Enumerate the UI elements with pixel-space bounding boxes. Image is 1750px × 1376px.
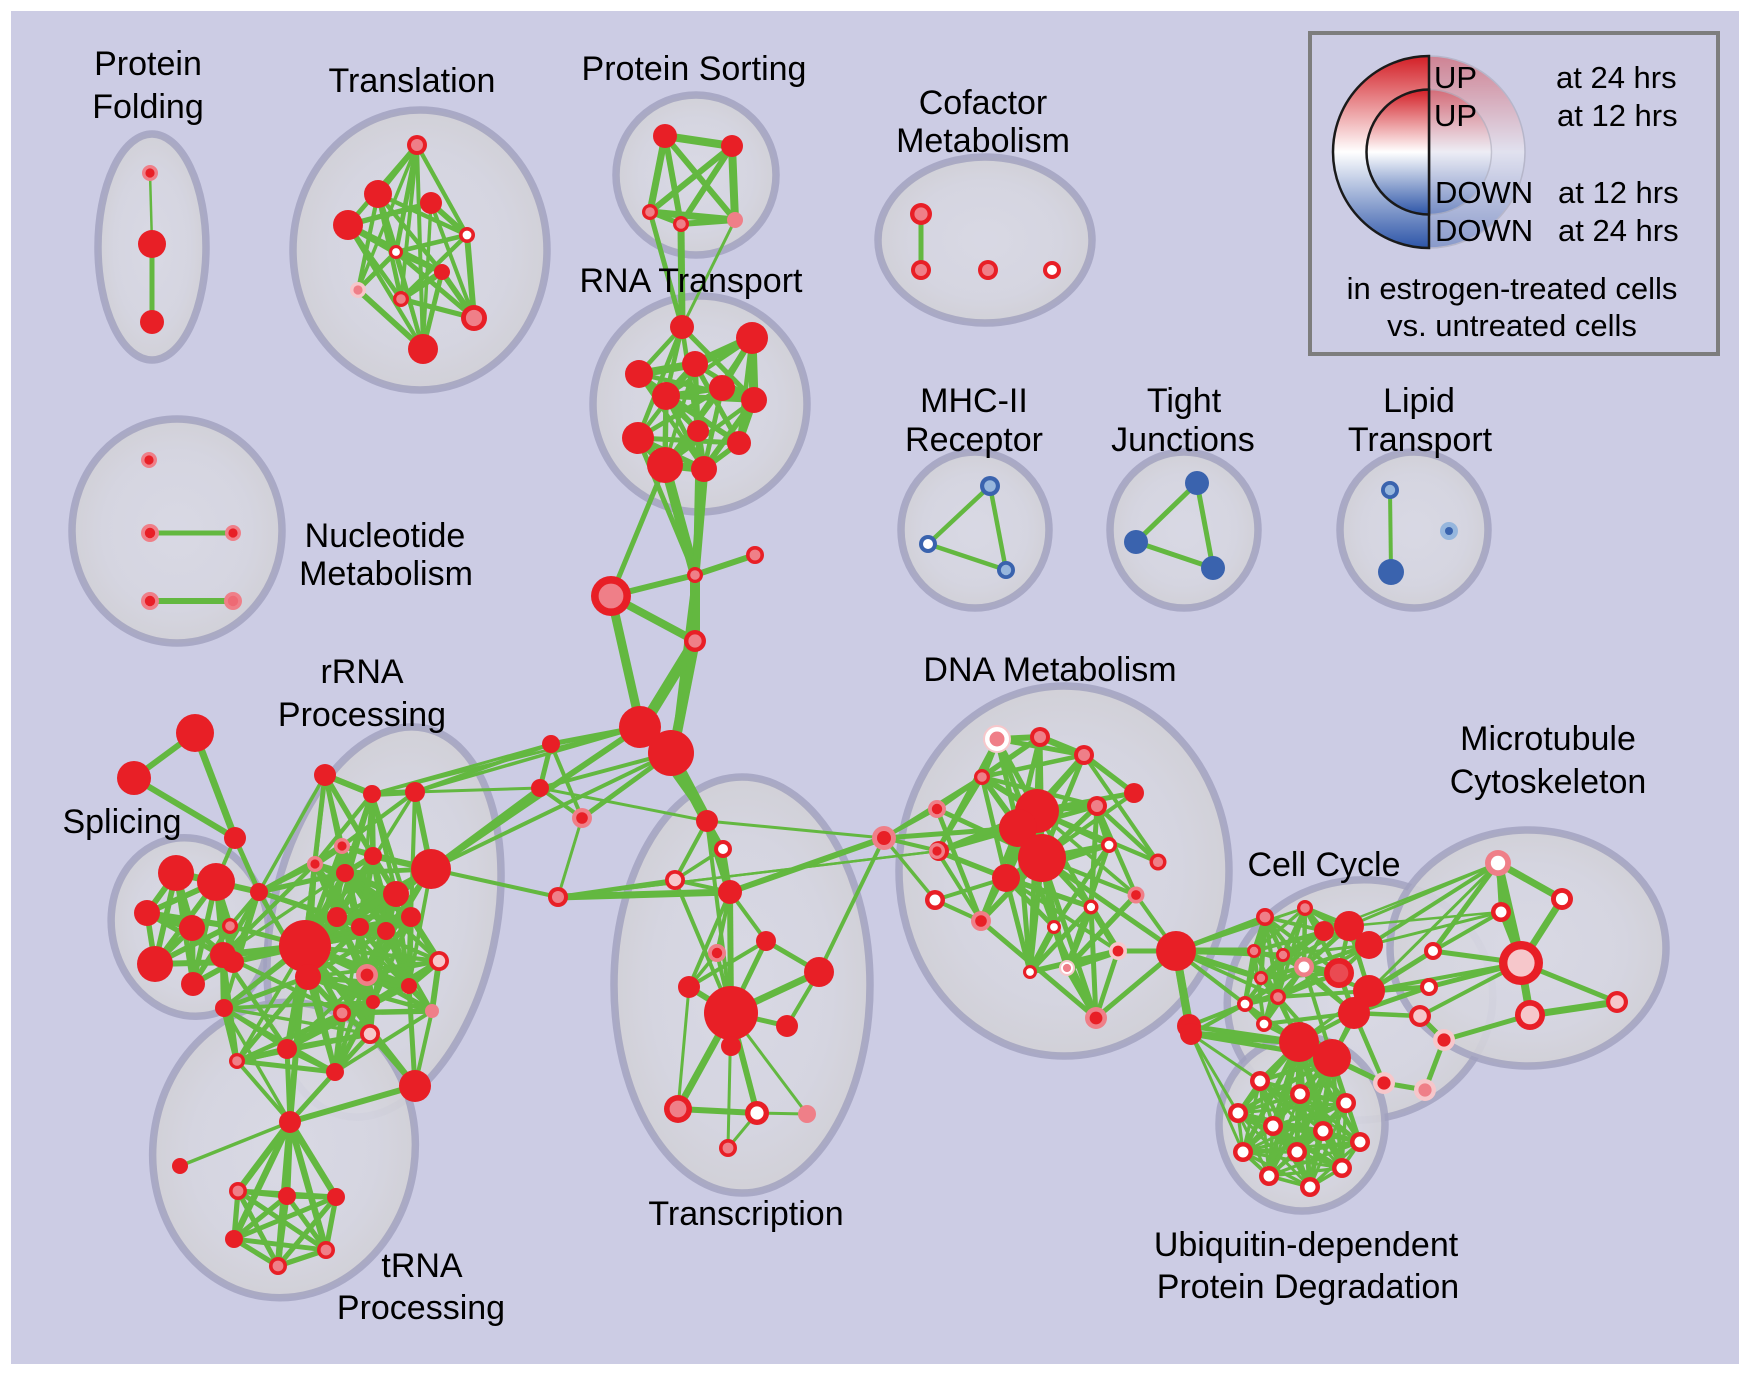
svg-text:tRNA: tRNA	[381, 1247, 463, 1285]
svg-text:Protein: Protein	[94, 45, 202, 83]
svg-text:Processing: Processing	[278, 696, 446, 734]
svg-text:Transcription: Transcription	[648, 1195, 843, 1233]
svg-text:Translation: Translation	[329, 62, 496, 100]
svg-text:Junctions: Junctions	[1111, 421, 1255, 459]
svg-text:DOWN: DOWN	[1435, 213, 1533, 248]
svg-text:DNA Metabolism: DNA Metabolism	[923, 651, 1176, 689]
svg-text:Splicing: Splicing	[62, 803, 181, 841]
svg-text:Protein Sorting: Protein Sorting	[582, 50, 807, 88]
svg-text:rRNA: rRNA	[320, 653, 403, 691]
svg-text:Folding: Folding	[92, 88, 204, 126]
svg-text:Tight: Tight	[1147, 382, 1222, 420]
svg-text:MHC-II: MHC-II	[920, 382, 1028, 420]
svg-text:RNA Transport: RNA Transport	[580, 262, 804, 300]
svg-text:Cytoskeleton: Cytoskeleton	[1450, 763, 1647, 801]
svg-text:DOWN: DOWN	[1435, 175, 1533, 210]
svg-text:Nucleotide: Nucleotide	[305, 517, 466, 555]
svg-text:Metabolism: Metabolism	[896, 122, 1070, 160]
svg-text:in estrogen-treated cells: in estrogen-treated cells	[1347, 271, 1678, 306]
svg-text:vs. untreated cells: vs. untreated cells	[1387, 308, 1637, 343]
svg-text:Receptor: Receptor	[905, 421, 1043, 459]
svg-text:UP: UP	[1434, 60, 1477, 95]
svg-text:at 12 hrs: at 12 hrs	[1557, 98, 1678, 133]
svg-text:Cell Cycle: Cell Cycle	[1247, 846, 1400, 884]
svg-text:at 12 hrs: at 12 hrs	[1558, 175, 1679, 210]
svg-text:at 24 hrs: at 24 hrs	[1558, 213, 1679, 248]
svg-text:at 24 hrs: at 24 hrs	[1556, 60, 1677, 95]
svg-text:Metabolism: Metabolism	[299, 555, 473, 593]
svg-text:Lipid: Lipid	[1383, 382, 1455, 420]
svg-text:Cofactor: Cofactor	[919, 84, 1048, 122]
svg-text:Transport: Transport	[1348, 421, 1493, 459]
svg-text:Microtubule: Microtubule	[1460, 720, 1636, 758]
svg-text:Ubiquitin-dependent: Ubiquitin-dependent	[1154, 1226, 1459, 1264]
svg-text:UP: UP	[1434, 98, 1477, 133]
svg-text:Protein Degradation: Protein Degradation	[1157, 1268, 1459, 1306]
svg-text:Processing: Processing	[337, 1289, 505, 1327]
